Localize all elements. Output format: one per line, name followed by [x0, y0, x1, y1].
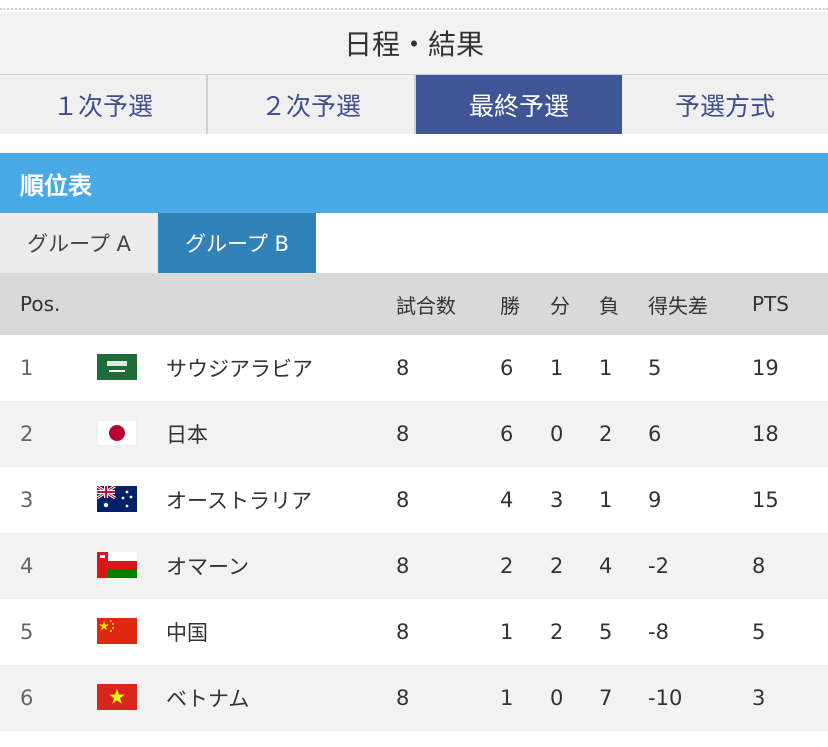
row-pts: 15 — [752, 488, 779, 512]
standings-title: 順位表 — [0, 153, 828, 213]
japan-flag-icon — [97, 420, 137, 446]
row-lost: 7 — [599, 686, 613, 710]
australia-flag-icon — [97, 486, 137, 512]
row-goal-diff: -8 — [648, 620, 669, 644]
row-won: 6 — [500, 422, 514, 446]
row-drawn: 2 — [550, 554, 564, 578]
row-lost: 5 — [599, 620, 613, 644]
page-title: 日程・結果 — [0, 12, 828, 74]
china-flag-icon — [97, 618, 137, 644]
tab-final-round[interactable]: 最終予選 — [416, 75, 622, 134]
row-lost: 1 — [599, 356, 613, 380]
table-row: 4 オマーン 8 2 2 4 -2 8 — [0, 533, 828, 599]
table-row: 2 日本 8 6 0 2 6 18 — [0, 401, 828, 467]
saudi-arabia-flag-icon — [97, 354, 137, 380]
row-drawn: 2 — [550, 620, 564, 644]
row-played: 8 — [396, 422, 410, 446]
tab-first-round[interactable]: １次予選 — [0, 75, 208, 134]
row-lost: 2 — [599, 422, 613, 446]
row-won: 2 — [500, 554, 514, 578]
row-played: 8 — [396, 620, 410, 644]
row-lost: 4 — [599, 554, 613, 578]
row-pts: 19 — [752, 356, 779, 380]
row-played: 8 — [396, 488, 410, 512]
row-won: 6 — [500, 356, 514, 380]
table-row: 3 オーストラリア 8 4 3 1 9 15 — [0, 467, 828, 533]
row-lost: 1 — [599, 488, 613, 512]
row-team: オーストラリア — [166, 489, 312, 513]
vietnam-flag-icon — [97, 684, 137, 710]
row-goal-diff: -10 — [648, 686, 683, 710]
table-row: 6 ベトナム 8 1 0 7 -10 3 — [0, 665, 828, 731]
row-pts: 3 — [752, 686, 766, 710]
row-pts: 18 — [752, 422, 779, 446]
row-drawn: 0 — [550, 686, 564, 710]
row-won: 1 — [500, 686, 514, 710]
row-pos: 6 — [20, 686, 34, 710]
header-pts: PTS — [752, 292, 789, 316]
row-pos: 5 — [20, 620, 34, 644]
row-played: 8 — [396, 554, 410, 578]
header-won: 勝 — [500, 293, 520, 318]
header-pos: Pos. — [20, 292, 61, 316]
standings-header-row: Pos. 試合数 勝 分 負 得失差 PTS — [0, 273, 828, 335]
row-pos: 2 — [20, 422, 34, 446]
row-pos: 4 — [20, 554, 34, 578]
row-goal-diff: 6 — [648, 422, 662, 446]
header-drawn: 分 — [550, 293, 570, 318]
row-team: 中国 — [166, 621, 208, 645]
row-team: サウジアラビア — [166, 357, 313, 381]
tab-qualifying-format[interactable]: 予選方式 — [622, 75, 828, 134]
group-tabs: グループ A グループ B — [0, 213, 828, 273]
tab-group-b[interactable]: グループ B — [158, 213, 316, 273]
row-won: 4 — [500, 488, 514, 512]
header-lost: 負 — [599, 293, 619, 318]
header-played: 試合数 — [396, 293, 456, 318]
header-goal-diff: 得失差 — [648, 293, 708, 318]
top-divider — [0, 8, 828, 10]
oman-flag-icon — [97, 552, 137, 578]
row-drawn: 0 — [550, 422, 564, 446]
row-played: 8 — [396, 686, 410, 710]
row-played: 8 — [396, 356, 410, 380]
row-pos: 1 — [20, 356, 34, 380]
table-row: 1 サウジアラビア 8 6 1 1 5 19 — [0, 335, 828, 401]
row-pts: 5 — [752, 620, 766, 644]
row-pos: 3 — [20, 488, 34, 512]
row-goal-diff: 9 — [648, 488, 662, 512]
stage-tabs: １次予選 ２次予選 最終予選 予選方式 — [0, 74, 828, 134]
row-team: 日本 — [166, 423, 208, 447]
row-goal-diff: -2 — [648, 554, 669, 578]
tab-second-round[interactable]: ２次予選 — [208, 75, 416, 134]
tab-group-a[interactable]: グループ A — [0, 213, 158, 273]
row-drawn: 1 — [550, 356, 564, 380]
row-team: ベトナム — [166, 687, 250, 711]
row-pts: 8 — [752, 554, 766, 578]
row-won: 1 — [500, 620, 514, 644]
row-team: オマーン — [166, 555, 249, 579]
row-goal-diff: 5 — [648, 356, 662, 380]
row-drawn: 3 — [550, 488, 564, 512]
table-row: 5 中国 8 1 2 5 -8 5 — [0, 599, 828, 665]
